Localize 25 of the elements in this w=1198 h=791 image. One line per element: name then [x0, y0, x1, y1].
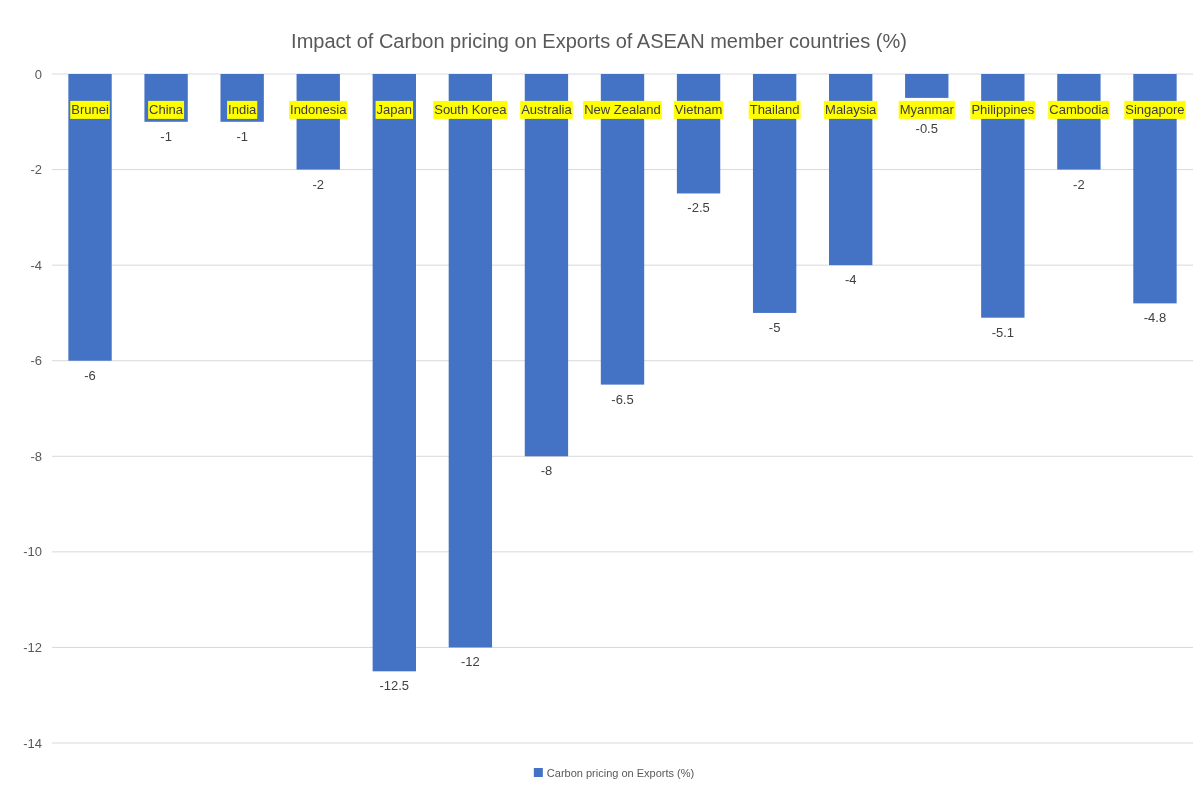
y-tick-label: -10 — [23, 544, 42, 560]
data-label: -4 — [844, 272, 857, 288]
y-tick-label: -12 — [23, 639, 42, 655]
data-label: -12.5 — [379, 678, 410, 694]
chart-title: Impact of Carbon pricing on Exports of ASEAN member countries (%) — [291, 30, 907, 52]
data-label: -5.1 — [991, 324, 1015, 340]
y-tick-label: -4 — [30, 257, 42, 273]
data-label: -12 — [460, 654, 480, 670]
data-label: -1 — [160, 128, 172, 144]
data-label: -2.5 — [687, 200, 710, 216]
data-label: -0.5 — [915, 120, 938, 136]
data-label: -2 — [312, 176, 325, 192]
data-label: -8 — [540, 463, 553, 479]
data-label: -1 — [236, 128, 248, 144]
data-label: -5 — [768, 319, 781, 335]
data-label: -6 — [84, 367, 96, 383]
data-label: -6.5 — [611, 391, 634, 407]
data-label: -2 — [1073, 176, 1085, 192]
y-tick-label: -8 — [30, 448, 42, 464]
data-label: -4.8 — [1143, 310, 1167, 326]
y-tick-label: -6 — [30, 353, 42, 369]
y-tick-label: -2 — [30, 162, 42, 178]
y-tick-label: -14 — [23, 735, 42, 751]
legend-label: Carbon pricing on Exports (%) — [546, 766, 695, 779]
y-tick-label: 0 — [34, 66, 42, 82]
